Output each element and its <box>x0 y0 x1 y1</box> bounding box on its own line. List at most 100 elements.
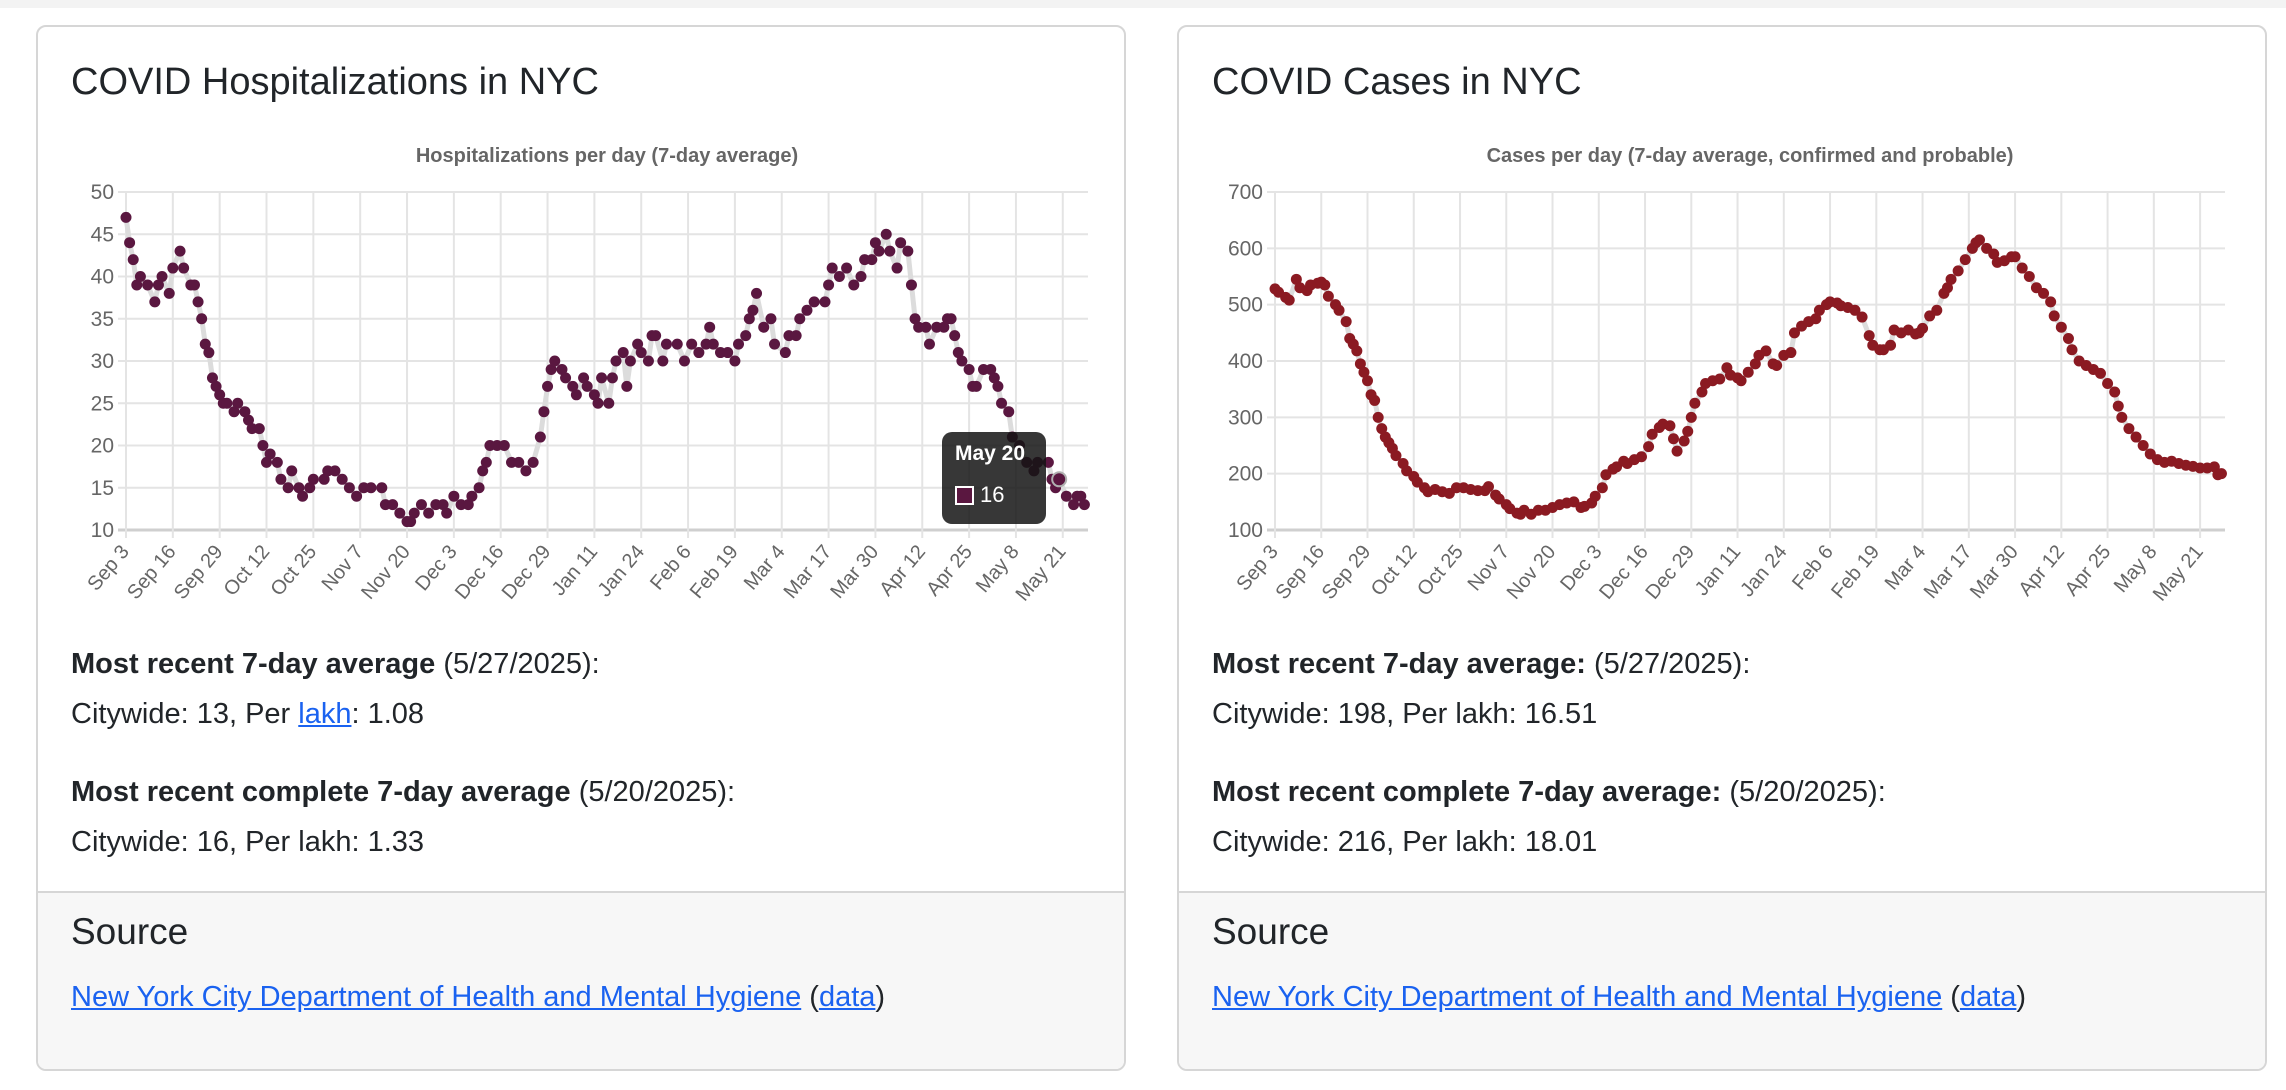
data-point[interactable] <box>124 237 136 249</box>
data-point[interactable] <box>1941 282 1953 294</box>
data-point[interactable] <box>1931 304 1943 316</box>
data-point[interactable] <box>210 380 222 392</box>
data-point[interactable] <box>1333 304 1345 316</box>
data-point[interactable] <box>286 465 298 477</box>
data-point[interactable] <box>2109 386 2121 398</box>
data-point[interactable] <box>819 296 831 308</box>
data-point[interactable] <box>188 279 200 291</box>
source-link[interactable]: New York City Department of Health and M… <box>71 981 802 1013</box>
data-point[interactable] <box>405 516 417 528</box>
data-point[interactable] <box>866 254 878 266</box>
data-point[interactable] <box>239 406 251 418</box>
data-point[interactable] <box>307 473 319 485</box>
data-point[interactable] <box>833 271 845 282</box>
data-point[interactable] <box>441 507 453 519</box>
data-point[interactable] <box>1863 330 1875 342</box>
data-point[interactable] <box>549 355 561 367</box>
data-point[interactable] <box>2045 296 2057 308</box>
data-link[interactable]: data <box>818 981 876 1013</box>
data-point[interactable] <box>477 465 489 477</box>
data-point[interactable] <box>743 313 755 325</box>
data-point[interactable] <box>1589 490 1601 502</box>
data-point[interactable] <box>880 228 892 240</box>
data-point[interactable] <box>142 279 154 291</box>
data-point[interactable] <box>156 271 168 282</box>
data-point[interactable] <box>1735 375 1747 387</box>
data-point[interactable] <box>408 507 420 519</box>
data-point[interactable] <box>956 355 968 367</box>
data-point[interactable] <box>167 262 179 274</box>
data-point[interactable] <box>945 313 957 325</box>
data-point[interactable] <box>282 482 294 494</box>
data-point[interactable] <box>196 313 208 325</box>
lakh-link[interactable]: lakh <box>298 698 352 730</box>
data-point[interactable] <box>895 237 907 249</box>
data-point[interactable] <box>650 330 662 342</box>
data-point[interactable] <box>1372 411 1384 423</box>
data-point[interactable] <box>192 296 204 308</box>
data-point[interactable] <box>635 347 647 359</box>
data-point[interactable] <box>905 279 917 291</box>
data-point[interactable] <box>387 499 399 511</box>
data-point[interactable] <box>466 490 478 502</box>
data-point[interactable] <box>1714 373 1726 385</box>
data-point[interactable] <box>149 296 161 308</box>
data-point[interactable] <box>462 499 474 511</box>
data-point[interactable] <box>203 347 215 359</box>
data-point[interactable] <box>920 321 932 333</box>
data-point[interactable] <box>578 372 590 384</box>
data-point[interactable] <box>1060 490 1072 502</box>
data-point[interactable] <box>1390 450 1402 462</box>
data-point[interactable] <box>2123 423 2135 435</box>
data-point[interactable] <box>985 363 997 375</box>
data-point[interactable] <box>545 363 557 375</box>
data-point[interactable] <box>1068 499 1080 511</box>
data-point[interactable] <box>2066 344 2078 356</box>
data-point[interactable] <box>686 338 698 350</box>
data-point[interactable] <box>909 313 921 325</box>
data-point[interactable] <box>152 279 164 291</box>
data-point[interactable] <box>264 448 276 460</box>
data-point[interactable] <box>1283 294 1295 306</box>
data-point[interactable] <box>996 397 1008 409</box>
data-point[interactable] <box>707 338 719 350</box>
data-point[interactable] <box>1952 265 1964 277</box>
data-point[interactable] <box>570 389 582 401</box>
data-point[interactable] <box>642 355 654 367</box>
data-point[interactable] <box>1668 433 1680 445</box>
data-point[interactable] <box>1771 360 1783 372</box>
data-point[interactable] <box>271 456 283 468</box>
data-point[interactable] <box>1849 304 1861 316</box>
data-point[interactable] <box>538 406 550 418</box>
data-point[interactable] <box>765 313 777 325</box>
data-point[interactable] <box>261 456 273 468</box>
data-point[interactable] <box>1671 445 1683 457</box>
data-point[interactable] <box>2055 321 2067 333</box>
data-point[interactable] <box>808 296 820 308</box>
data-point[interactable] <box>527 456 539 468</box>
data-point[interactable] <box>1319 279 1331 291</box>
data-point[interactable] <box>790 330 802 342</box>
data-point[interactable] <box>923 338 935 350</box>
data-point[interactable] <box>394 507 406 519</box>
data-point[interactable] <box>740 330 752 342</box>
data-point[interactable] <box>1362 375 1374 387</box>
data-point[interactable] <box>2016 262 2028 274</box>
data-point[interactable] <box>657 355 669 367</box>
data-point[interactable] <box>678 355 690 367</box>
data-point[interactable] <box>253 423 265 435</box>
data-point[interactable] <box>199 338 211 350</box>
data-point[interactable] <box>542 380 554 392</box>
data-point[interactable] <box>1682 425 1694 437</box>
data-point[interactable] <box>1646 428 1658 440</box>
data-point[interactable] <box>1885 339 1897 351</box>
data-point[interactable] <box>1340 316 1352 328</box>
data-point[interactable] <box>758 321 770 333</box>
data-point[interactable] <box>206 372 218 384</box>
data-point[interactable] <box>556 363 568 375</box>
data-point[interactable] <box>970 380 982 392</box>
data-point[interactable] <box>963 363 975 375</box>
data-point[interactable] <box>1290 273 1302 285</box>
data-point[interactable] <box>1003 406 1015 418</box>
data-point[interactable] <box>1369 394 1381 406</box>
